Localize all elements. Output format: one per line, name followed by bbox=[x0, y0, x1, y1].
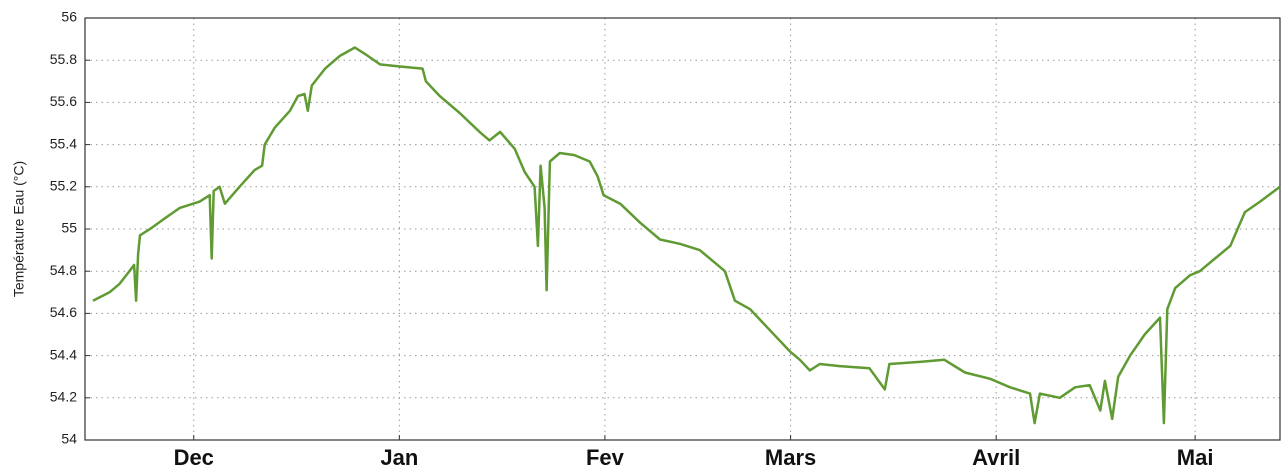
x-tick-label: Mai bbox=[1177, 445, 1214, 470]
y-tick-label: 55 bbox=[61, 220, 77, 236]
plot-frame bbox=[84, 17, 1281, 441]
y-tick-label: 56 bbox=[61, 9, 77, 25]
y-tick-label: 54.6 bbox=[50, 304, 77, 320]
y-tick-label: 55.6 bbox=[50, 93, 77, 109]
x-tick-label: Avril bbox=[972, 445, 1020, 470]
x-tick-label: Jan bbox=[380, 445, 418, 470]
x-tick-label: Fev bbox=[586, 445, 625, 470]
y-tick-label: 54.2 bbox=[50, 389, 77, 405]
y-axis-label: Température Eau (°C) bbox=[11, 161, 27, 297]
x-tick-label: Mars bbox=[765, 445, 816, 470]
x-tick-label: Dec bbox=[174, 445, 214, 470]
y-tick-label: 54.8 bbox=[50, 262, 77, 278]
y-tick-label: 55.4 bbox=[50, 135, 77, 151]
y-tick-label: 54 bbox=[61, 431, 77, 447]
y-tick-label: 54.4 bbox=[50, 346, 77, 362]
data-line bbox=[92, 46, 1281, 425]
y-tick-label: 55.8 bbox=[50, 51, 77, 67]
y-tick-label: 55.2 bbox=[50, 178, 77, 194]
